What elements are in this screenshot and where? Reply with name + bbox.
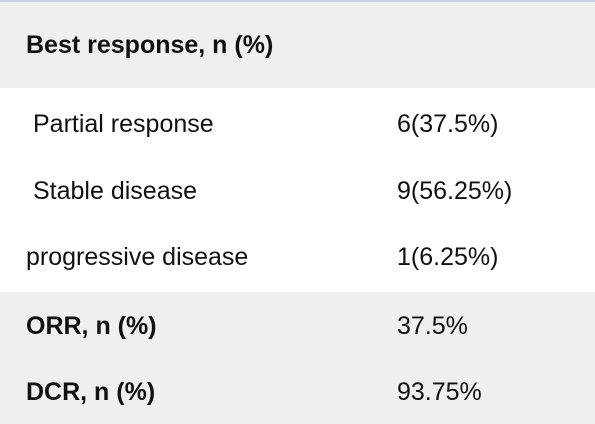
- row-label-dcr: DCR, n (%): [26, 377, 156, 406]
- row-label-partial-response: Partial response: [33, 109, 214, 138]
- header-label: Best response, n (%): [26, 30, 274, 59]
- table-row-dcr: DCR, n (%) 93.75%: [0, 360, 595, 424]
- row-value-stable-disease: 9(56.25%): [397, 176, 513, 205]
- row-value-progressive-disease: 1(6.25%): [397, 242, 499, 271]
- row-value-partial-response: 6(37.5%): [397, 109, 499, 138]
- row-label-progressive-disease: progressive disease: [26, 242, 249, 271]
- table-row: Partial response 6(37.5%): [0, 88, 595, 160]
- row-value-dcr: 93.75%: [397, 377, 482, 406]
- row-value-orr: 37.5%: [397, 311, 468, 340]
- table-row: Stable disease 9(56.25%): [0, 160, 595, 222]
- table-row-orr: ORR, n (%) 37.5%: [0, 292, 595, 360]
- row-label-stable-disease: Stable disease: [33, 176, 198, 205]
- table-row: progressive disease 1(6.25%): [0, 222, 595, 292]
- table-header-row: Best response, n (%): [0, 2, 595, 88]
- row-label-orr: ORR, n (%): [26, 311, 157, 340]
